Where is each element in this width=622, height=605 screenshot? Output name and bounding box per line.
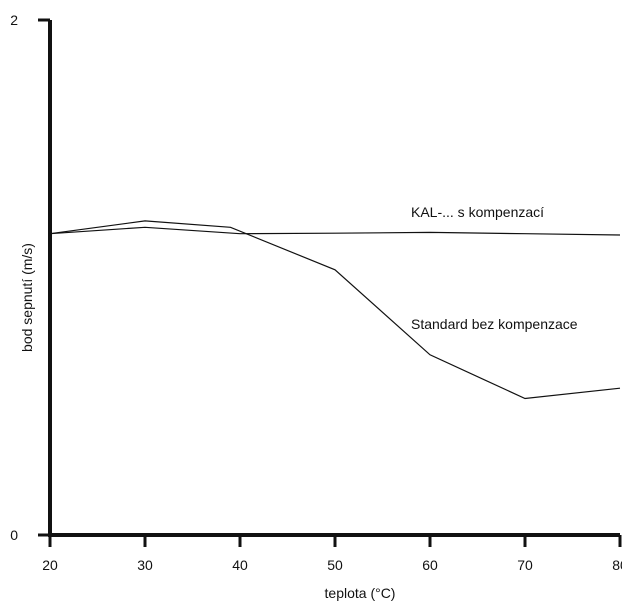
- y-axis-title: bod sepnutí (m/s): [19, 243, 35, 352]
- series-labels: KAL-... s kompenzací Standard bez kompenz…: [411, 204, 578, 332]
- series-group: [49, 220, 621, 400]
- y-tick-label: 2: [10, 12, 18, 28]
- series-label-2: Standard bez kompenzace: [411, 316, 578, 332]
- y-tick-label: 0: [10, 527, 18, 543]
- x-tick-label: 60: [422, 557, 438, 573]
- x-tick-label: 40: [232, 557, 248, 573]
- x-tick-label: 80: [612, 557, 622, 573]
- y-ticks: 02: [10, 12, 50, 543]
- x-tick-label: 30: [137, 557, 153, 573]
- x-axis-title: teplota (°C): [325, 585, 396, 601]
- series-line-2: [49, 220, 621, 400]
- series-line-1: [49, 226, 621, 236]
- x-ticks: 20 30 40 50 60 70 80: [42, 535, 622, 573]
- x-tick-label: 50: [327, 557, 343, 573]
- series-label-1: KAL-... s kompenzací: [411, 204, 544, 220]
- axes: [48, 20, 620, 537]
- x-tick-label: 70: [517, 557, 533, 573]
- x-tick-label: 20: [42, 557, 58, 573]
